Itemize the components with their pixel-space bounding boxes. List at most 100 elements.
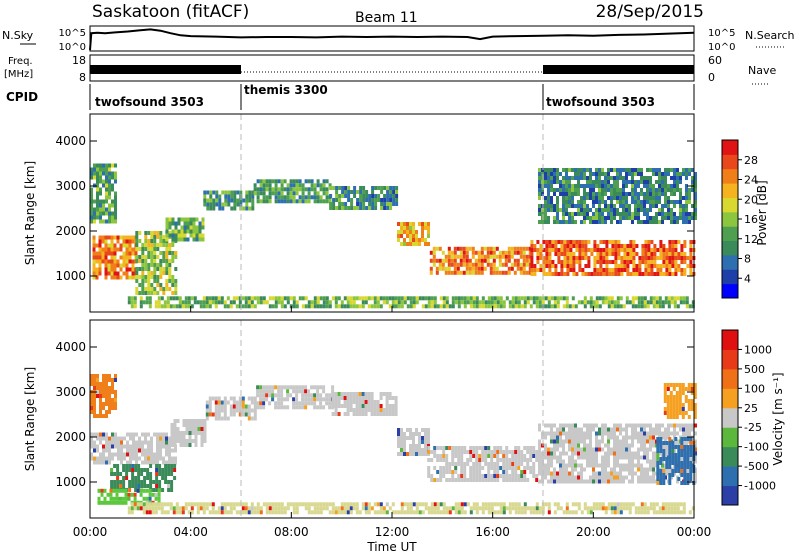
velocity-cell	[280, 389, 284, 394]
velocity-cell	[167, 488, 171, 492]
power-cell	[504, 270, 508, 275]
power-cell	[548, 256, 552, 260]
velocity-cell	[93, 444, 96, 449]
power-cell	[116, 239, 120, 244]
velocity-cell	[304, 506, 308, 511]
velocity-cell	[90, 432, 93, 437]
velocity-cell	[128, 484, 132, 488]
power-cell	[447, 258, 451, 263]
power-cell	[623, 264, 627, 268]
velocity-cell	[571, 427, 574, 432]
velocity-cell	[187, 502, 191, 507]
velocity-cell	[520, 510, 524, 515]
velocity-cell	[203, 419, 207, 423]
velocity-cell	[511, 478, 515, 482]
power-cell	[301, 296, 305, 301]
velocity-cell	[304, 385, 308, 390]
power-cell	[98, 271, 102, 276]
power-cell	[153, 267, 157, 271]
time-tick-label: 12:00	[375, 525, 410, 539]
power-cell	[670, 184, 673, 188]
velocity-cell	[93, 440, 96, 445]
power-cell	[613, 212, 616, 216]
power-cell	[655, 220, 658, 224]
velocity-cell	[155, 488, 159, 492]
velocity-cell	[361, 408, 365, 412]
power-cell	[325, 304, 329, 309]
power-cell	[328, 304, 332, 309]
power-cell	[99, 207, 102, 212]
power-cell	[475, 296, 479, 301]
power-cell	[380, 190, 384, 194]
power-cell	[395, 202, 399, 206]
velocity-cell	[96, 456, 99, 461]
power-cell	[236, 190, 240, 195]
power-cell	[592, 220, 595, 224]
power-cell	[162, 259, 166, 263]
power-cell	[668, 268, 672, 272]
velocity-cell	[307, 397, 311, 402]
velocity-cell	[652, 459, 655, 464]
power-cell	[141, 275, 145, 279]
power-cell	[328, 199, 332, 204]
velocity-cell	[475, 470, 479, 474]
velocity-cell	[631, 443, 634, 448]
velocity-cell	[349, 396, 353, 400]
power-cell	[589, 188, 592, 192]
power-cell	[694, 172, 697, 176]
power-cell	[562, 208, 565, 212]
power-cell	[153, 259, 157, 263]
power-cell	[295, 179, 299, 184]
power-cell	[664, 212, 667, 216]
velocity-cell	[656, 445, 660, 449]
velocity-cell	[412, 436, 415, 440]
power-cell	[359, 206, 363, 210]
power-cell	[498, 250, 502, 255]
power-cell	[92, 267, 96, 272]
velocity-cell	[170, 472, 174, 476]
power-cell	[586, 208, 589, 212]
power-cell	[110, 267, 114, 272]
power-cell	[165, 221, 169, 226]
velocity-cell	[217, 416, 221, 421]
power-cell	[165, 255, 169, 259]
velocity-cell	[268, 401, 272, 406]
velocity-cell	[105, 398, 108, 402]
power-cell	[193, 296, 197, 301]
velocity-cell	[93, 378, 96, 382]
power-cell	[480, 254, 484, 259]
power-cell	[335, 190, 339, 194]
velocity-cell	[135, 448, 138, 453]
velocity-cell	[313, 405, 317, 410]
noise-search-label: N.Search	[745, 29, 795, 42]
power-cell	[271, 296, 275, 301]
power-cell	[673, 300, 677, 305]
velocity-cell	[403, 432, 406, 436]
velocity-cell	[268, 506, 272, 511]
velocity-cell	[595, 463, 598, 468]
velocity-cell	[159, 456, 162, 461]
power-cell	[368, 202, 372, 206]
velocity-cell	[108, 406, 111, 410]
velocity-cell	[184, 506, 188, 511]
power-cell	[160, 304, 164, 309]
power-cell	[157, 300, 161, 305]
velocity-cell	[241, 502, 245, 507]
velocity-cell	[577, 451, 580, 456]
velocity-cell	[571, 447, 574, 452]
velocity-cell	[361, 412, 365, 416]
power-cell	[634, 172, 637, 176]
power-cell	[432, 250, 436, 255]
power-cell	[144, 291, 148, 295]
velocity-cell	[188, 419, 192, 423]
velocity-cell	[160, 506, 164, 511]
power-cell	[412, 242, 415, 246]
velocity-cell	[669, 415, 673, 419]
power-cell	[683, 252, 687, 256]
power-cell	[640, 176, 643, 180]
velocity-cell	[580, 455, 583, 460]
velocity-cell	[90, 394, 93, 398]
velocity-cell	[595, 443, 598, 448]
velocity-cell	[610, 475, 613, 480]
power-cell	[671, 248, 675, 252]
